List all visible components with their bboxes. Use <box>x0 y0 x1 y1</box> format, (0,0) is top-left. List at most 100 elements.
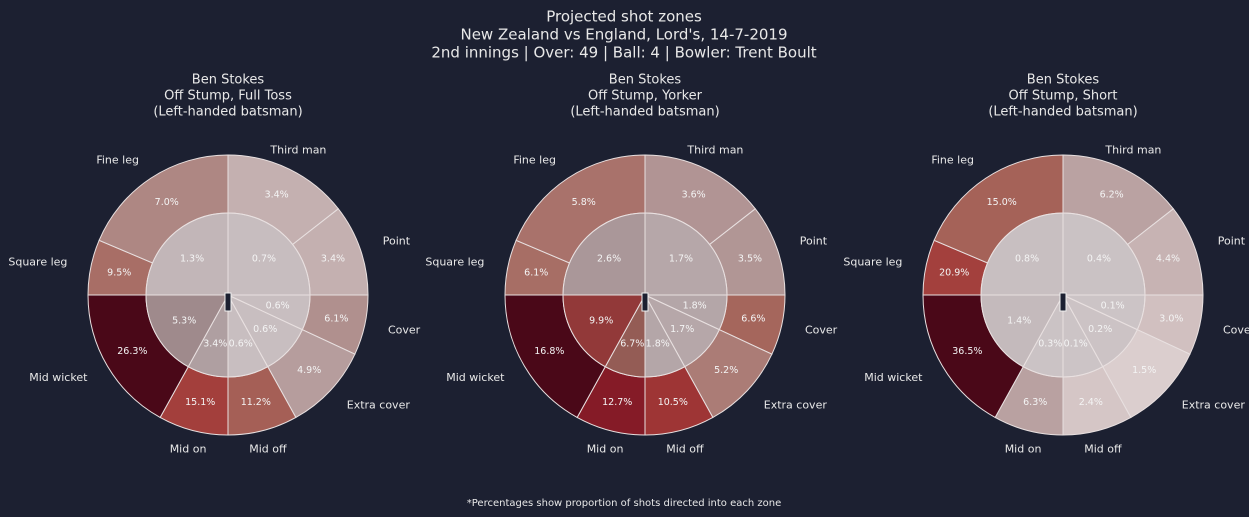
outer-value-label: 3.6% <box>682 190 706 201</box>
inner-zone <box>1062 212 1146 296</box>
inner-zone <box>562 294 646 368</box>
inner-zone <box>145 212 229 296</box>
inner-value-label: 0.3% <box>1038 339 1062 350</box>
outer-value-label: 4.9% <box>297 365 321 376</box>
inner-value-label: 0.7% <box>252 254 276 265</box>
zone-label: Third man <box>269 144 326 157</box>
footnote: *Percentages show proportion of shots di… <box>467 498 781 509</box>
zone-label: Cover <box>805 323 838 336</box>
outer-value-label: 15.1% <box>185 397 215 408</box>
outer-value-label: 2.4% <box>1079 397 1103 408</box>
zone-label: Fine leg <box>513 153 556 166</box>
outer-value-label: 6.1% <box>524 267 548 278</box>
outer-value-label: 3.0% <box>1159 314 1183 325</box>
zone-label: Fine leg <box>931 153 974 166</box>
inner-value-label: 1.3% <box>180 254 204 265</box>
inner-value-label: 2.6% <box>597 254 621 265</box>
outer-value-label: 5.8% <box>572 197 596 208</box>
chart-title: Off Stump, Yorker <box>588 89 703 104</box>
chart-title: Ben Stokes <box>1027 73 1100 88</box>
zone-label: Mid wicket <box>864 371 923 384</box>
inner-value-label: 1.7% <box>670 324 694 335</box>
inner-value-label: 0.1% <box>1101 301 1125 312</box>
stumps <box>224 292 232 312</box>
chart-title: Off Stump, Short <box>1009 89 1118 104</box>
inner-zone <box>227 212 311 296</box>
outer-value-label: 36.5% <box>952 346 982 357</box>
zone-label: Mid on <box>587 442 624 455</box>
chart-title: Off Stump, Full Toss <box>164 89 292 104</box>
zone-label: Mid on <box>1005 442 1042 455</box>
zone-label: Fine leg <box>96 153 139 166</box>
inner-value-label: 5.3% <box>172 315 196 326</box>
main-title: Projected shot zones <box>546 8 702 26</box>
zone-label: Extra cover <box>764 399 828 412</box>
zone-label: Square leg <box>843 255 902 268</box>
inner-value-label: 1.7% <box>669 254 693 265</box>
zone-label: Square leg <box>8 255 67 268</box>
outer-value-label: 3.4% <box>265 190 289 201</box>
outer-value-label: 15.0% <box>987 197 1017 208</box>
zone-label: Third man <box>1104 144 1161 157</box>
inner-value-label: 3.4% <box>203 339 227 350</box>
inner-value-label: 0.6% <box>266 301 290 312</box>
inner-value-label: 1.8% <box>683 301 707 312</box>
zone-label: Extra cover <box>1182 399 1246 412</box>
chart-title: (Left-handed batsman) <box>988 105 1137 120</box>
outer-value-label: 9.5% <box>107 267 131 278</box>
zone-label: Cover <box>388 323 421 336</box>
inner-value-label: 0.6% <box>229 339 253 350</box>
inner-value-label: 0.1% <box>1064 339 1088 350</box>
inner-value-label: 1.8% <box>646 339 670 350</box>
outer-value-label: 3.5% <box>738 253 762 264</box>
inner-value-label: 0.2% <box>1088 324 1112 335</box>
zone-label: Cover <box>1223 323 1249 336</box>
inner-value-label: 1.4% <box>1007 315 1031 326</box>
outer-value-label: 10.5% <box>658 397 688 408</box>
zone-label: Mid off <box>666 442 704 455</box>
chart-title: Ben Stokes <box>609 73 682 88</box>
outer-value-label: 6.2% <box>1100 190 1124 201</box>
zone-label: Mid wicket <box>446 371 505 384</box>
zone-label: Mid on <box>170 442 207 455</box>
zone-label: Mid off <box>249 442 287 455</box>
outer-value-label: 6.1% <box>324 314 348 325</box>
outer-value-label: 26.3% <box>117 346 147 357</box>
inner-zone <box>145 294 229 368</box>
zone-label: Point <box>383 235 411 248</box>
outer-value-label: 16.8% <box>534 346 564 357</box>
outer-value-label: 6.3% <box>1023 397 1047 408</box>
outer-value-label: 5.2% <box>714 365 738 376</box>
inner-value-label: 0.6% <box>253 324 277 335</box>
stumps <box>1059 292 1067 312</box>
main-subtitle: New Zealand vs England, Lord's, 14-7-201… <box>460 26 787 44</box>
outer-value-label: 12.7% <box>602 397 632 408</box>
outer-value-label: 11.2% <box>241 397 271 408</box>
inner-zone <box>980 294 1064 368</box>
zone-label: Point <box>800 235 828 248</box>
zone-label: Mid wicket <box>29 371 88 384</box>
zone-label: Third man <box>686 144 743 157</box>
outer-value-label: 20.9% <box>939 267 969 278</box>
outer-value-label: 6.6% <box>741 314 765 325</box>
outer-value-label: 4.4% <box>1156 253 1180 264</box>
inner-value-label: 9.9% <box>589 315 613 326</box>
stumps <box>641 292 649 312</box>
outer-value-label: 1.5% <box>1132 365 1156 376</box>
chart-title: Ben Stokes <box>192 73 265 88</box>
outer-value-label: 7.0% <box>155 197 179 208</box>
zone-label: Extra cover <box>347 399 411 412</box>
inner-value-label: 0.8% <box>1015 254 1039 265</box>
zone-label: Mid off <box>1084 442 1122 455</box>
zone-label: Point <box>1218 235 1246 248</box>
inner-value-label: 6.7% <box>620 339 644 350</box>
inner-value-label: 0.4% <box>1087 254 1111 265</box>
chart-title: (Left-handed batsman) <box>153 105 302 120</box>
inner-zone <box>562 212 646 296</box>
inner-zone <box>644 212 728 296</box>
inner-zone <box>980 212 1064 296</box>
zone-label: Square leg <box>425 255 484 268</box>
main-subtitle: 2nd innings | Over: 49 | Ball: 4 | Bowle… <box>431 44 816 62</box>
outer-value-label: 3.4% <box>321 253 345 264</box>
